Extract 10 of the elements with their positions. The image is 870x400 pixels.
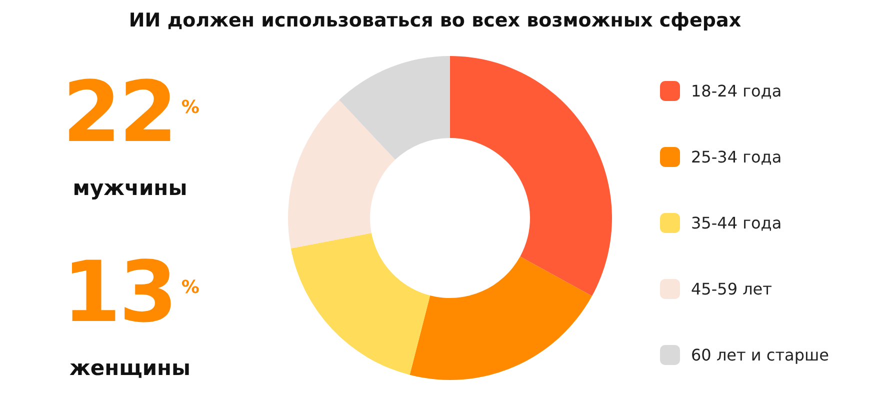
text: 13$^{%}$ bbox=[62, 243, 199, 341]
chart-title: ИИ должен использоваться во всех возможных сферах bbox=[128, 10, 742, 32]
legend-label: 18-24 года bbox=[691, 82, 782, 100]
legend-label: 25-34 года bbox=[691, 148, 782, 166]
legend-label: 35-44 года bbox=[691, 214, 782, 232]
legend-label: 60 лет и старше bbox=[691, 346, 829, 364]
legend-label: 45-59 лет bbox=[691, 280, 772, 298]
text: женщины bbox=[68, 356, 192, 380]
text: мужчины bbox=[72, 176, 188, 200]
text: 22$^{%}$ bbox=[62, 63, 199, 161]
